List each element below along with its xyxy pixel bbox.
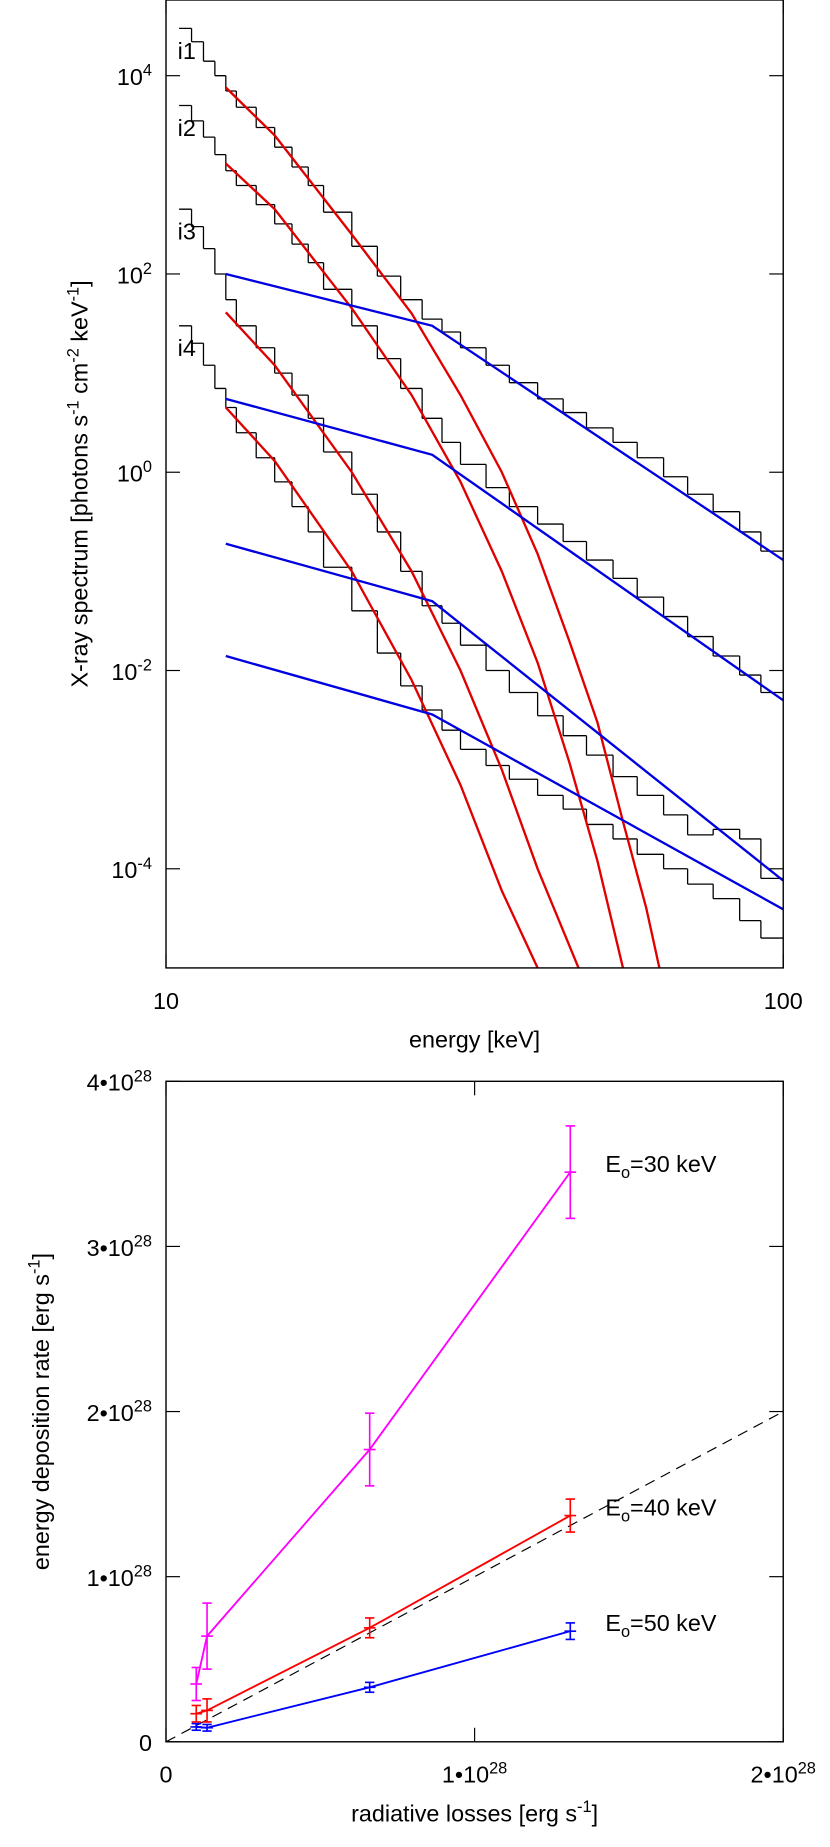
x-axis-label: radiative losses [erg s-1] (351, 1798, 598, 1826)
axes-frame (165, 1080, 784, 1743)
fit-curve (225, 162, 625, 968)
y-tick-label: 4•1028 (87, 1067, 152, 1095)
fit-curve (224, 311, 580, 968)
y-axis-label: energy deposition rate [erg s-1] (26, 1253, 54, 1570)
x-axis-label: energy [keV] (409, 1026, 540, 1052)
y-tick-label: 102 (117, 260, 152, 288)
y-tick-label: 10-4 (111, 855, 152, 883)
series-label: i4 (178, 335, 196, 361)
plot-area (179, 27, 784, 968)
y-tick-label: 10-2 (111, 657, 152, 685)
series-line (195, 1171, 572, 1685)
x-tick-label: 1•1028 (442, 1759, 507, 1787)
fit-curve (224, 406, 539, 968)
axes-frame (165, 0, 784, 969)
series-line (195, 1514, 571, 1715)
plot-area (166, 1171, 784, 1742)
x-tick-label: 0 (160, 1762, 173, 1788)
x-tick-label: 100 (764, 988, 803, 1014)
fit-curve (225, 397, 784, 702)
y-tick-label: 104 (117, 62, 152, 90)
reference-line (166, 1411, 784, 1742)
y-tick-label: 3•1028 (87, 1232, 152, 1260)
legend-entry: Eo=30 keV (605, 1151, 716, 1182)
y-tick-label: 0 (139, 1730, 152, 1756)
fit-curve (225, 272, 784, 562)
y-tick-label: 100 (117, 458, 152, 486)
legend-entry: Eo=40 keV (605, 1495, 716, 1526)
legend-entry: Eo=50 keV (605, 1610, 716, 1641)
y-tick-label: 2•1028 (87, 1398, 152, 1426)
series-line (196, 1630, 571, 1729)
y-axis-label: X-ray spectrum [photons s-1 cm-2 keV-1] (64, 280, 92, 687)
fit-curve (225, 542, 784, 882)
fit-curve (225, 654, 784, 911)
series-label: i3 (178, 219, 196, 245)
x-tick-label: 2•1028 (751, 1759, 816, 1787)
x-tick-label: 10 (153, 988, 179, 1014)
series-label: i2 (178, 115, 196, 141)
y-tick-label: 1•1028 (87, 1563, 152, 1591)
fit-curve (225, 86, 661, 968)
series-label: i1 (178, 38, 196, 64)
